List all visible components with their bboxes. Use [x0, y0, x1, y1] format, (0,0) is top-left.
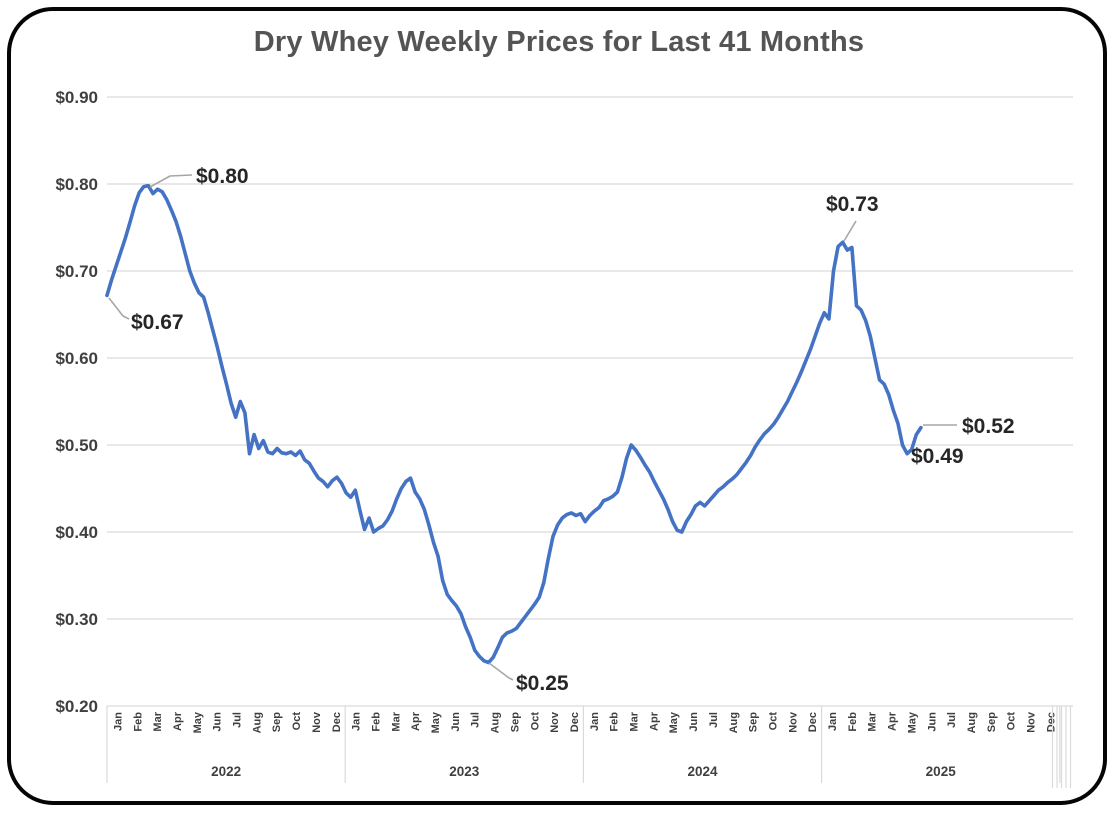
- x-month-label: Apr: [172, 711, 184, 731]
- annotation-callouts: $0.67 $0.80 $0.25 $0.73 $0.52 $0.49: [108, 165, 1015, 695]
- x-month-label: May: [906, 711, 918, 733]
- y-tick-label: $0.60: [55, 349, 98, 368]
- x-month-label: Jul: [470, 712, 482, 728]
- chart-frame: [7, 7, 1107, 805]
- x-month-label: Sep: [748, 712, 760, 732]
- x-month-label: Feb: [609, 712, 621, 732]
- x-year-label: 2025: [926, 764, 957, 779]
- x-month-label: Aug: [966, 712, 978, 733]
- x-month-label: Aug: [490, 712, 502, 733]
- x-month-label: Feb: [132, 712, 144, 732]
- x-month-label: Apr: [410, 711, 422, 731]
- y-tick-label: $0.80: [55, 175, 98, 194]
- annotation-leader-line: [149, 174, 193, 188]
- x-month-label: Mar: [629, 711, 641, 731]
- x-month-label: Feb: [370, 712, 382, 732]
- x-month-label: Aug: [728, 712, 740, 733]
- x-month-label: Nov: [787, 711, 799, 733]
- chart-title: Dry Whey Weekly Prices for Last 41 Month…: [253, 26, 865, 58]
- x-month-label: Dec: [807, 712, 819, 732]
- x-month-label: Mar: [390, 711, 402, 731]
- y-tick-label: $0.20: [55, 697, 98, 716]
- x-axis-year-labels: 2022 2023 2024 2025: [211, 764, 956, 779]
- x-month-label: Mar: [867, 711, 879, 731]
- x-month-label: Oct: [291, 712, 303, 731]
- x-month-label: Nov: [1026, 711, 1038, 733]
- annotation-label: $0.80: [196, 165, 249, 188]
- x-month-label: Jan: [351, 712, 363, 731]
- annotation-leader-line: [108, 297, 130, 320]
- y-gridlines: [107, 96, 1073, 707]
- annotation-label: $0.52: [962, 415, 1015, 438]
- annotation-label: $0.67: [131, 311, 184, 334]
- annotation-leader-line: [843, 220, 857, 242]
- x-month-label: Dec: [569, 712, 581, 732]
- x-month-label: Jun: [926, 712, 938, 732]
- x-month-label: Feb: [847, 712, 859, 732]
- x-month-label: Jan: [589, 712, 601, 731]
- x-month-label: May: [430, 711, 442, 733]
- x-month-label: May: [668, 711, 680, 733]
- x-month-label: Jun: [212, 712, 224, 732]
- y-tick-label: $0.30: [55, 610, 98, 629]
- x-month-label: May: [192, 711, 204, 733]
- y-tick-label: $0.40: [55, 523, 98, 542]
- annotation-label: $0.25: [516, 672, 569, 695]
- x-month-label: Jun: [450, 712, 462, 732]
- x-month-label: Aug: [251, 712, 263, 733]
- annotation-label: $0.49: [911, 445, 964, 468]
- x-month-label: Apr: [648, 711, 660, 731]
- annotation-leader-line: [488, 662, 514, 681]
- year-separator-lines: [106, 706, 1072, 788]
- x-month-label: Jun: [688, 712, 700, 732]
- x-month-label: Sep: [986, 712, 998, 732]
- x-month-label: Dec: [331, 712, 343, 732]
- x-year-label: 2024: [687, 764, 718, 779]
- x-month-label: Oct: [529, 712, 541, 731]
- y-axis-tick-labels: $0.90 $0.80 $0.70 $0.60 $0.50 $0.40 $0.30 $0.20: [55, 88, 98, 716]
- x-month-label: Jul: [232, 712, 244, 728]
- x-month-label: Mar: [152, 711, 164, 731]
- x-month-label: Nov: [311, 711, 323, 733]
- y-tick-label: $0.50: [55, 436, 98, 455]
- x-month-label: Apr: [887, 711, 899, 731]
- x-month-label: Sep: [271, 712, 283, 732]
- x-month-label: Jan: [112, 712, 124, 731]
- x-month-label: Oct: [767, 712, 779, 731]
- x-month-label: Jul: [946, 712, 958, 728]
- x-month-label: Nov: [549, 711, 561, 733]
- price-series-line: [105, 183, 923, 665]
- y-tick-label: $0.90: [55, 88, 98, 107]
- x-month-label: Jan: [827, 712, 839, 731]
- x-year-label: 2022: [211, 764, 241, 779]
- x-axis-month-labels: Jan Feb Mar Apr May Jun Jul Aug Sep Oct Nov Dec Jan F…: [112, 711, 1057, 733]
- x-month-label: Oct: [1006, 712, 1018, 731]
- x-month-label: Sep: [509, 712, 521, 732]
- x-year-label: 2023: [449, 764, 480, 779]
- y-tick-label: $0.70: [55, 262, 98, 281]
- annotation-label: $0.73: [826, 193, 879, 216]
- x-month-label: Jul: [708, 712, 720, 728]
- x-month-label: Dec: [1045, 712, 1057, 732]
